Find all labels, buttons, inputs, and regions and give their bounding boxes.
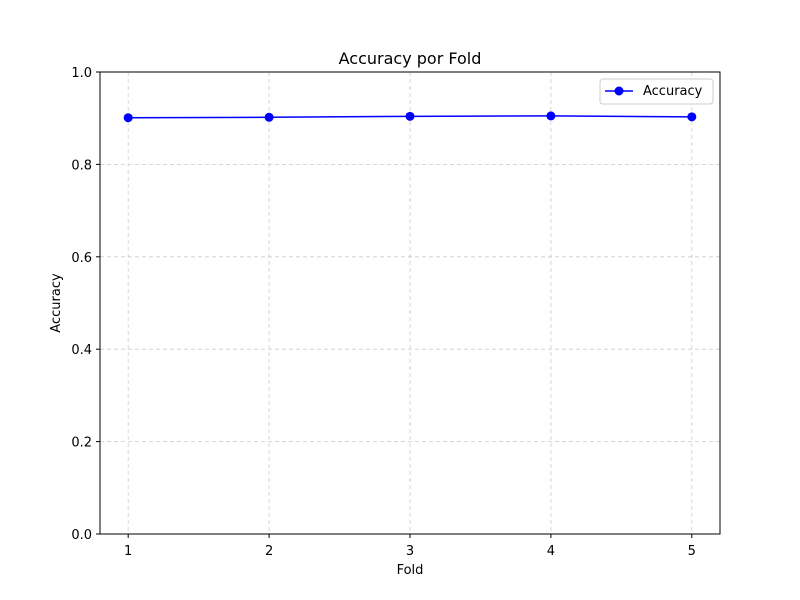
x-tick-label: 2 bbox=[265, 544, 273, 559]
x-tick-label: 5 bbox=[688, 544, 696, 559]
y-tick-label: 0.0 bbox=[71, 528, 92, 543]
data-point-fold-3 bbox=[405, 111, 415, 121]
axis-ticks: 1 2 3 4 5 0.0 0.2 0.4 0.6 0.8 1.0 bbox=[71, 66, 696, 559]
chart-title: Accuracy por Fold bbox=[339, 49, 482, 68]
grid-lines bbox=[100, 72, 720, 534]
y-axis-label: Accuracy bbox=[49, 273, 64, 333]
legend-marker-swatch bbox=[614, 86, 624, 96]
x-tick-label: 1 bbox=[124, 544, 132, 559]
x-axis-label: Fold bbox=[397, 563, 424, 578]
legend: Accuracy bbox=[599, 78, 714, 105]
y-tick-label: 0.4 bbox=[71, 343, 92, 358]
y-tick-label: 0.2 bbox=[71, 436, 92, 451]
series-layer bbox=[123, 111, 697, 123]
y-tick-label: 1.0 bbox=[71, 66, 92, 81]
data-point-fold-2 bbox=[264, 112, 274, 122]
data-point-fold-5 bbox=[687, 112, 697, 122]
y-tick-label: 0.8 bbox=[71, 158, 92, 173]
x-tick-label: 4 bbox=[547, 544, 555, 559]
y-tick-label: 0.6 bbox=[71, 251, 92, 266]
data-point-fold-1 bbox=[123, 113, 133, 123]
legend-label-accuracy: Accuracy bbox=[643, 84, 703, 99]
legend-box bbox=[599, 78, 714, 105]
data-point-fold-4 bbox=[546, 111, 556, 121]
x-tick-label: 3 bbox=[406, 544, 414, 559]
